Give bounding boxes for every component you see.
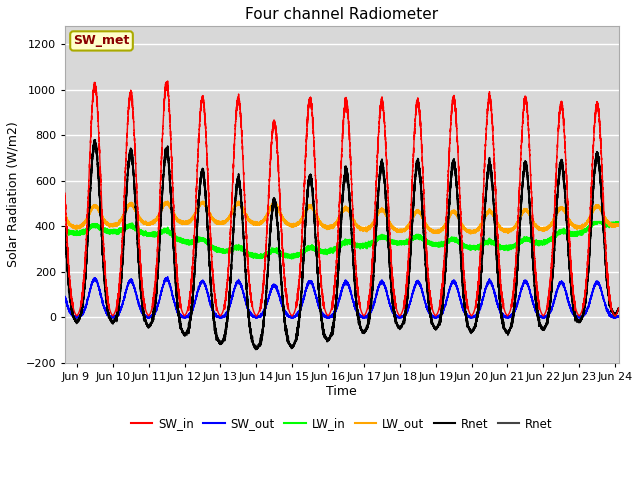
Text: SW_met: SW_met bbox=[74, 35, 130, 48]
X-axis label: Time: Time bbox=[326, 385, 357, 398]
Y-axis label: Solar Radiation (W/m2): Solar Radiation (W/m2) bbox=[7, 121, 20, 267]
Title: Four channel Radiometer: Four channel Radiometer bbox=[245, 7, 438, 22]
Legend: SW_in, SW_out, LW_in, LW_out, Rnet, Rnet: SW_in, SW_out, LW_in, LW_out, Rnet, Rnet bbox=[127, 413, 557, 435]
